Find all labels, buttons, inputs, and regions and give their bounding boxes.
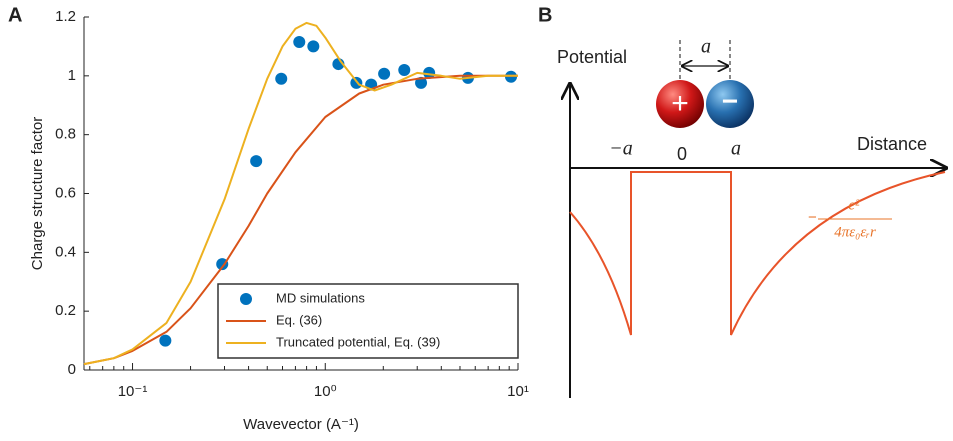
- x-tick-label: 10⁰: [314, 383, 337, 400]
- y-tick-label: 0.8: [55, 126, 76, 143]
- y-axis-label: Potential: [557, 47, 627, 67]
- tick-label: a: [731, 138, 741, 160]
- formula-denominator: 4πε₀εᵣr: [834, 224, 876, 240]
- point: [378, 67, 391, 80]
- line: [83, 74, 518, 366]
- panel-label: B: [538, 4, 552, 26]
- legend-label: Truncated potential, Eq. (39): [276, 334, 440, 349]
- x-axis-label: Wavevector (A⁻¹): [243, 416, 359, 433]
- potential-curve: [569, 171, 946, 336]
- charge-label: +: [671, 87, 689, 120]
- x-tick-label: 10¹: [507, 383, 529, 400]
- legend-label: Eq. (36): [276, 312, 322, 327]
- chart-a: 0 0.2 0.4 0.6 0.8 1 1.2 10⁻¹ 10⁰ 10¹ Wavevector (A…: [29, 8, 529, 433]
- legend-box: [217, 283, 519, 359]
- legend-label: MD simulations: [276, 290, 365, 305]
- y-tick-label: 0.2: [55, 302, 76, 319]
- point: [307, 40, 320, 53]
- point: [415, 76, 428, 89]
- formula-numerator: e²: [848, 197, 860, 213]
- x-axis-label: Distance: [857, 134, 927, 154]
- x-tick-label: 10⁻¹: [118, 383, 148, 400]
- point: [350, 76, 363, 89]
- point: [293, 36, 306, 49]
- y-axis-label: Charge structure factor: [29, 117, 46, 270]
- negative-ion: [706, 80, 754, 128]
- y-tick-label: 0: [68, 361, 76, 378]
- formula-sign: −: [808, 209, 817, 226]
- y-tick-label: 0.6: [55, 184, 76, 201]
- charge-label: −: [722, 85, 738, 116]
- y-tick-label: 1.2: [55, 8, 76, 25]
- y-tick-label: 1: [68, 67, 76, 84]
- y-tick-label: 0.4: [55, 243, 76, 260]
- line: [83, 21, 518, 366]
- panel-label: A: [8, 4, 22, 26]
- point: [398, 63, 411, 76]
- legend-marker: [240, 293, 252, 305]
- point: [250, 155, 263, 168]
- point: [159, 334, 172, 347]
- tick-label: 0: [677, 144, 687, 164]
- point: [423, 66, 436, 79]
- positive-ion: [656, 80, 704, 128]
- panel-b: B Potential Distance −a 0 a a + − − e² 4…: [538, 4, 946, 398]
- point: [275, 72, 288, 85]
- separation-label: a: [701, 36, 711, 58]
- tick-label: −a: [609, 138, 633, 160]
